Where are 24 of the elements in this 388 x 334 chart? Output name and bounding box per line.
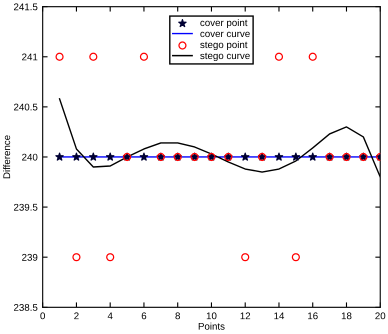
legend-label: cover curve bbox=[200, 32, 250, 38]
legend-label: cover point bbox=[200, 18, 248, 28]
x-tick-label: 12 bbox=[240, 312, 250, 320]
x-tick-label: 0 bbox=[40, 312, 46, 320]
legend-label: stego curve bbox=[200, 52, 250, 62]
x-tick-label: 2 bbox=[74, 312, 79, 320]
y-tick-label: 241.5 bbox=[14, 3, 38, 10]
y-tick-label: 239 bbox=[22, 254, 38, 261]
x-tick-label: 16 bbox=[308, 312, 318, 320]
x-tick-label: 4 bbox=[108, 312, 113, 320]
x-tick-label: 10 bbox=[206, 312, 216, 320]
x-tick-label: 20 bbox=[375, 312, 386, 320]
legend-label: stego point bbox=[200, 40, 248, 50]
x-tick-label: 18 bbox=[342, 312, 352, 320]
y-tick-label: 241 bbox=[22, 54, 38, 60]
y-tick-label: 239.5 bbox=[14, 204, 38, 211]
x-tick-label: 6 bbox=[142, 312, 146, 320]
x-tick-label: 14 bbox=[274, 312, 284, 320]
y-tick-label: 238.5 bbox=[14, 304, 38, 311]
x-tick-label: 8 bbox=[175, 312, 180, 320]
y-tick-label: 240 bbox=[22, 154, 38, 161]
y-tick-label: 240.5 bbox=[14, 104, 38, 110]
x-axis-title: Points bbox=[198, 322, 225, 330]
y-axis-title: Difference bbox=[3, 135, 10, 178]
